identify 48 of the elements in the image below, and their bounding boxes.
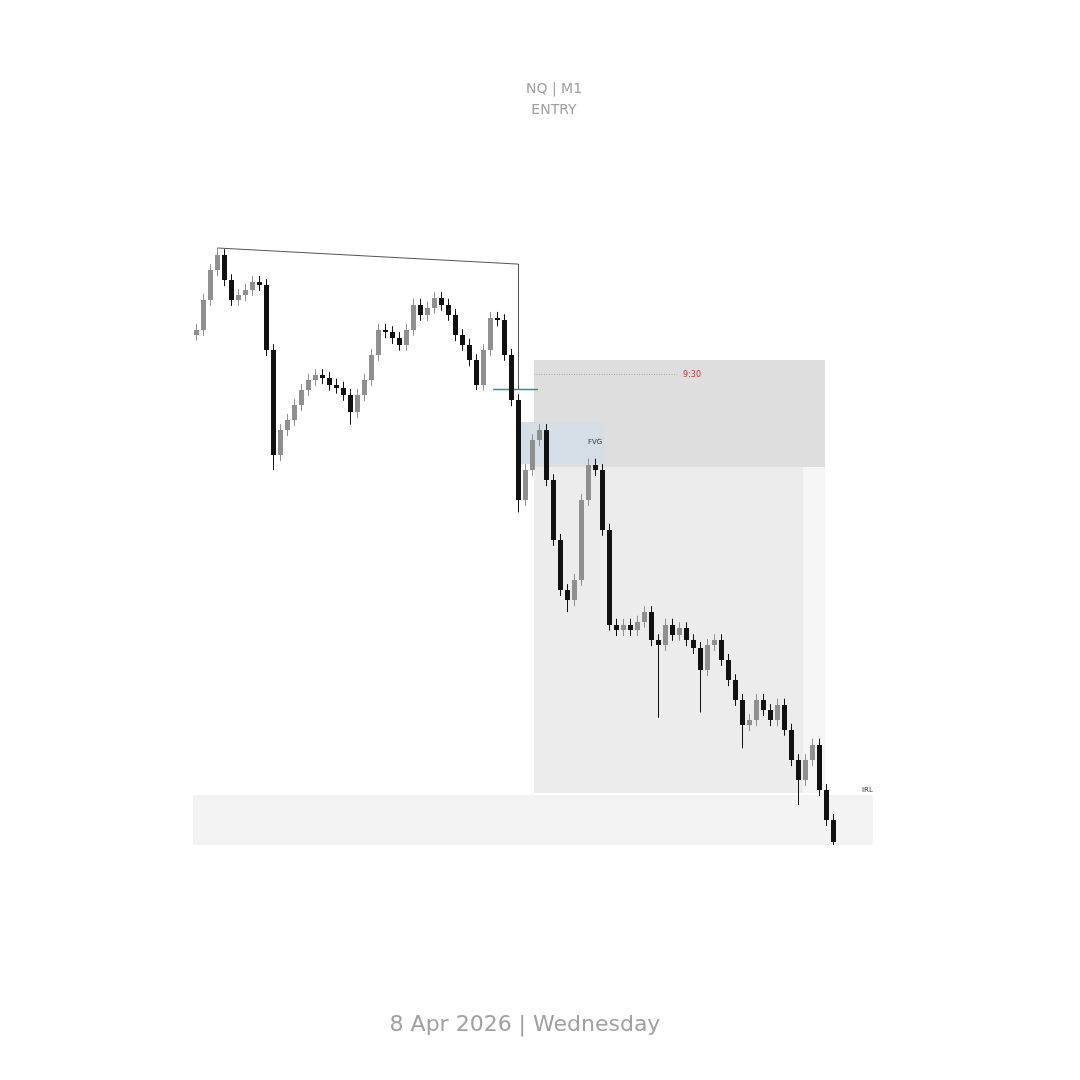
candlestick	[327, 371, 332, 392]
candlestick	[803, 753, 808, 787]
candlestick	[362, 373, 367, 402]
candlestick	[348, 388, 353, 426]
candlestick	[432, 291, 437, 315]
candlestick	[572, 573, 577, 607]
candlestick	[691, 633, 696, 655]
candlestick	[656, 633, 661, 719]
candlestick	[229, 273, 234, 307]
candlestick	[642, 605, 647, 629]
candlestick	[796, 753, 801, 806]
candlestick	[404, 323, 409, 352]
candlestick	[831, 813, 836, 846]
candlestick	[775, 698, 780, 727]
candlestick	[663, 618, 668, 652]
candlestick	[355, 388, 360, 419]
candlestick	[635, 615, 640, 637]
candlestick	[341, 381, 346, 402]
candlestick	[719, 633, 724, 667]
candlestick	[460, 328, 465, 352]
candlestick	[299, 383, 304, 412]
candlestick	[453, 308, 458, 342]
candlestick	[754, 693, 759, 727]
candlestick	[733, 673, 738, 707]
candlestick	[698, 641, 703, 713]
candlestick	[215, 247, 220, 277]
candlestick	[670, 618, 675, 642]
candlestick	[292, 398, 297, 427]
candlestick	[677, 621, 682, 642]
candlestick	[684, 621, 689, 647]
candlestick	[439, 291, 444, 312]
candlestick	[250, 275, 255, 297]
candlestick	[397, 331, 402, 352]
annotation: 9:30	[683, 370, 701, 379]
candlestick	[565, 583, 570, 613]
candlestick	[761, 693, 766, 717]
candlestick	[810, 738, 815, 767]
candlestick	[726, 653, 731, 687]
candlestick	[285, 413, 290, 437]
candlestick	[418, 298, 423, 322]
candlestick	[768, 703, 773, 727]
candlestick	[467, 338, 472, 367]
candlestick	[306, 373, 311, 397]
candlestick	[446, 298, 451, 322]
candlestick	[425, 301, 430, 322]
chart-subtitle: NQ | M1 ENTRY	[525, 80, 583, 117]
text: 8 Apr 2026 | Wednesday	[389, 1011, 661, 1037]
candlestick	[537, 423, 542, 447]
